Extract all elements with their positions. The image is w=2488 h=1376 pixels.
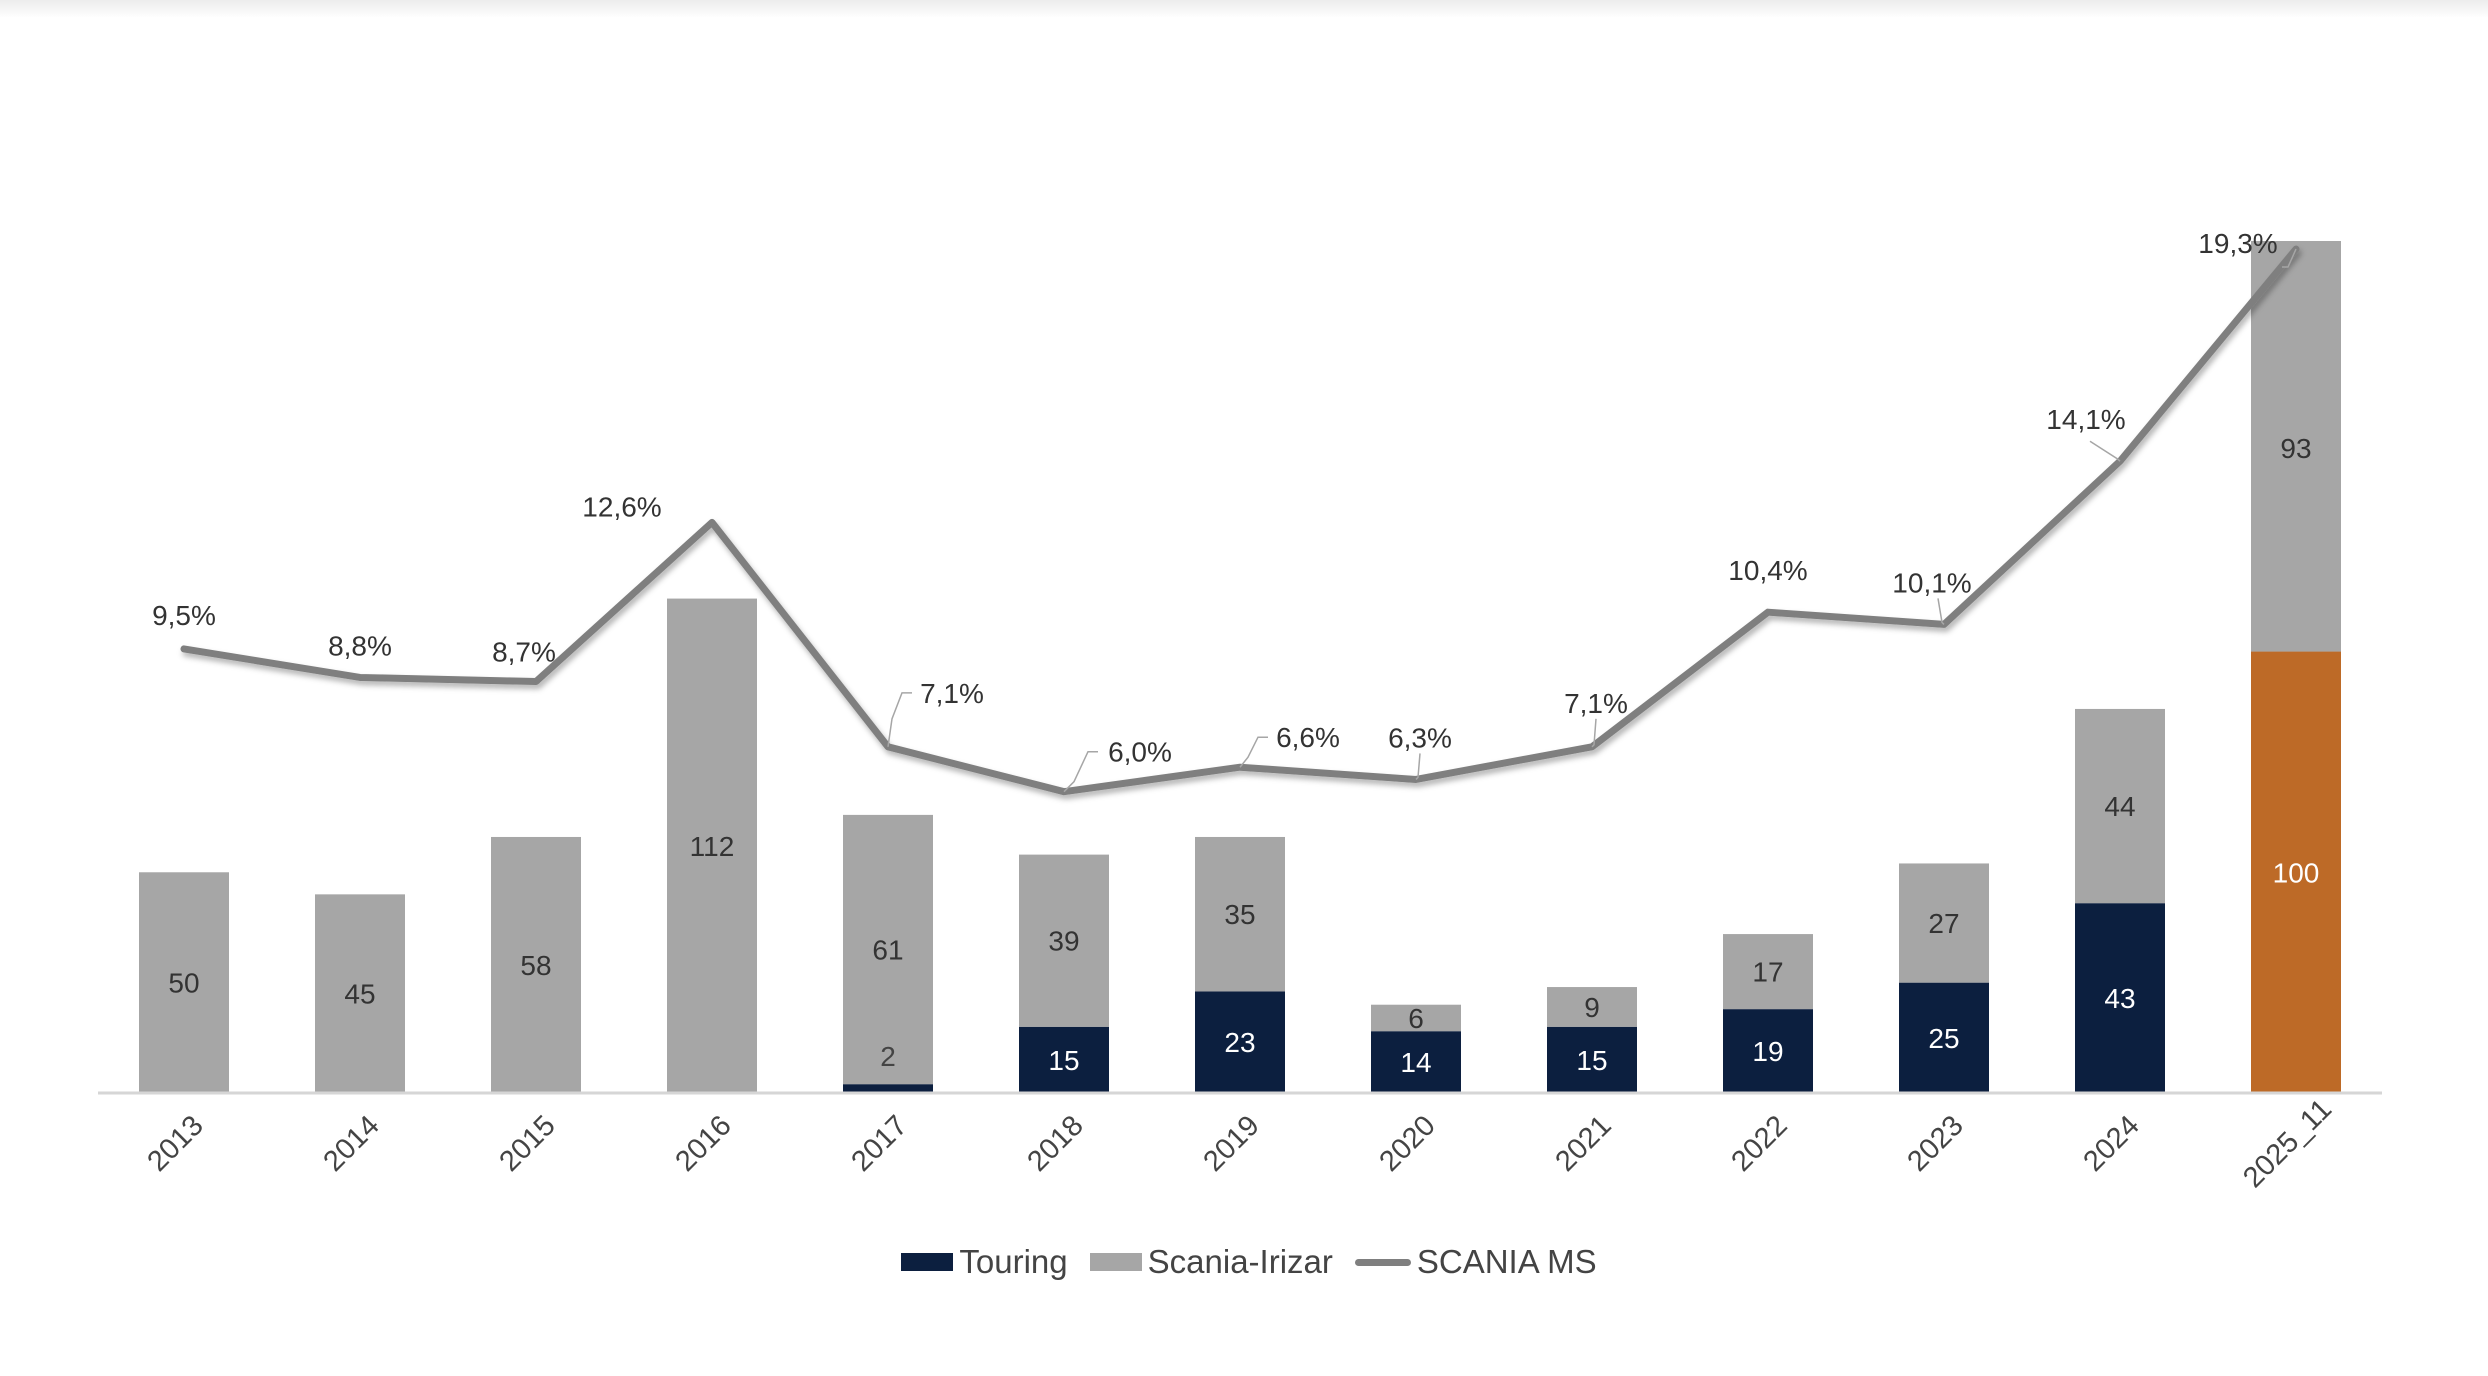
bar-scania-irizar-2022 (1723, 934, 1813, 1010)
x-tick-label-2020: 2020 (1374, 1110, 1442, 1178)
leader-line-2018 (1063, 750, 1098, 793)
legend-item-touring: Touring (901, 1243, 1068, 1281)
x-tick-label-2018: 2018 (1022, 1110, 1090, 1178)
data-label-scania-irizar-2013: 50 (168, 968, 199, 999)
data-label-scania-ms-2013: 9,5% (152, 600, 216, 631)
data-label-scania-irizar-2014: 45 (344, 979, 375, 1010)
line-point-2016 (710, 520, 714, 524)
bar-scania-irizar-2018 (1019, 854, 1109, 1027)
data-label-scania-ms-2024: 14,1% (2046, 404, 2125, 435)
line-layer: 9,5% 8,8% 8,7% 12,6% 7,1% 6,0% 6,6% 6,3% 7,1% 10,… (152, 228, 2300, 796)
data-label-touring-2018: 15 (1048, 1045, 1079, 1076)
bar-touring-2022 (1723, 1009, 1813, 1093)
data-label-scania-ms-2017: 7,1% (920, 678, 984, 709)
legend-label-scania-irizar: Scania-Irizar (1147, 1243, 1333, 1280)
data-label-scania-irizar-2022: 17 (1752, 957, 1783, 988)
data-label-scania-ms-2019: 6,6% (1276, 722, 1340, 753)
legend-item-scania-irizar: Scania-Irizar (1089, 1243, 1333, 1281)
x-tick-label-2015: 2015 (494, 1110, 562, 1178)
data-label-scania-irizar-2021: 9 (1584, 992, 1600, 1023)
leader-line-2020 (1415, 753, 1421, 780)
x-tick-label-2019: 2019 (1198, 1110, 1266, 1178)
bar-scania-irizar-2013 (139, 872, 229, 1093)
bar-touring-2020 (1371, 1031, 1461, 1093)
leader-line-2017 (887, 692, 912, 747)
x-tick-label-2017: 2017 (846, 1110, 914, 1178)
bar-touring-2023 (1899, 982, 1989, 1093)
data-label-scania-irizar-2017: 61 (872, 935, 903, 966)
data-label-touring-2021: 15 (1576, 1045, 1607, 1076)
leader-line-2019 (1239, 736, 1268, 768)
x-axis-ticks: 2013 2014 2015 2016 2017 2018 2019 2020 2021 2022… (142, 1093, 2339, 1194)
data-label-touring-2019: 23 (1224, 1027, 1255, 1058)
leader-line-2021 (1591, 718, 1597, 748)
data-label-scania-irizar-2025-11: 93 (2280, 433, 2311, 464)
bar-scania-irizar-2014 (315, 894, 405, 1093)
data-label-touring-2023: 25 (1928, 1023, 1959, 1054)
data-label-scania-irizar-2024: 44 (2104, 791, 2135, 822)
data-label-scania-ms-2025-11: 19,3% (2198, 228, 2277, 259)
bar-touring-2017 (843, 1084, 933, 1093)
data-label-scania-irizar-2015: 58 (520, 950, 551, 981)
legend-label-scania-ms: SCANIA MS (1416, 1243, 1597, 1280)
legend-swatch-scania-irizar (1089, 1253, 1142, 1271)
bar-scania-irizar-2025-11 (2251, 241, 2341, 652)
series-line-scania-ms (180, 245, 2300, 796)
bar-scania-irizar-2021 (1547, 987, 1637, 1027)
x-tick-label-2022: 2022 (1726, 1110, 1794, 1178)
data-label-touring-2020: 14 (1400, 1047, 1431, 1078)
data-label-scania-ms-2016: 12,6% (582, 491, 661, 522)
data-label-extra-2017: 2 (880, 1041, 896, 1072)
legend-label-touring: Touring (959, 1243, 1068, 1280)
x-tick-label-2014: 2014 (318, 1110, 386, 1178)
leader-line-2025-11 (2282, 248, 2297, 268)
x-tick-label-2023: 2023 (1902, 1110, 1970, 1178)
data-label-scania-irizar-2018: 39 (1048, 926, 1079, 957)
data-label-scania-irizar-2020: 6 (1408, 1003, 1424, 1034)
data-label-scania-irizar-2016: 112 (690, 831, 735, 862)
bar-scania-irizar-2015 (491, 836, 581, 1093)
data-label-touring-2025-11: 100 (2273, 857, 2320, 888)
x-tick-label-2021: 2021 (1550, 1110, 1618, 1178)
bar-touring-2025-11 (2251, 651, 2341, 1093)
bar-scania-irizar-2023 (1899, 863, 1989, 983)
data-label-scania-ms-2020: 6,3% (1388, 722, 1452, 753)
data-label-touring-2022: 19 (1752, 1036, 1783, 1067)
top-shadow (0, 0, 2488, 18)
bars-layer: 50 45 58 112 61 15 39 23 35 14 6 15 9 19 17 25 27 43 44 100… (139, 241, 2341, 1093)
bar-touring-2021 (1547, 1026, 1637, 1093)
leader-line-2023 (1937, 598, 1945, 625)
legend-item-scania-ms: SCANIA MS (1354, 1243, 1597, 1281)
legend: Touring Scania-Irizar SCANIA MS (0, 1237, 2488, 1287)
bar-touring-2019 (1195, 991, 1285, 1093)
bar-scania-irizar-2019 (1195, 836, 1285, 992)
data-label-scania-ms-2021: 7,1% (1564, 688, 1628, 719)
data-label-touring-2024: 43 (2104, 983, 2135, 1014)
legend-swatch-scania-ms (1354, 1258, 1411, 1266)
data-label-scania-irizar-2023: 27 (1928, 908, 1959, 939)
bar-touring-2024 (2075, 903, 2165, 1093)
data-label-scania-ms-2018: 6,0% (1108, 737, 1172, 768)
bar-scania-irizar-2017 (843, 814, 933, 1085)
legend-swatch-touring (901, 1253, 954, 1271)
x-tick-label-2013: 2013 (142, 1110, 210, 1178)
x-tick-label-2025-11: 2025_11 (2237, 1093, 2338, 1194)
bar-touring-2018 (1019, 1026, 1109, 1093)
line-point-2013 (182, 647, 186, 651)
bar-scania-irizar-2024 (2075, 708, 2165, 904)
x-tick-label-2024: 2024 (2078, 1110, 2146, 1178)
bar-scania-irizar-2016 (667, 598, 757, 1093)
line-point-2022 (1766, 610, 1770, 614)
data-label-scania-irizar-2019: 35 (1224, 899, 1255, 930)
leader-line-2024 (2089, 440, 2121, 462)
line-point-2014 (358, 675, 362, 679)
data-label-scania-ms-2014: 8,8% (328, 630, 392, 661)
line-point-2015 (534, 680, 538, 684)
data-label-scania-ms-2022: 10,4% (1728, 555, 1807, 586)
x-tick-label-2016: 2016 (670, 1110, 738, 1178)
data-label-scania-ms-2023: 10,1% (1892, 567, 1971, 598)
bar-scania-irizar-2020 (1371, 1004, 1461, 1032)
data-label-scania-ms-2015: 8,7% (492, 637, 556, 668)
